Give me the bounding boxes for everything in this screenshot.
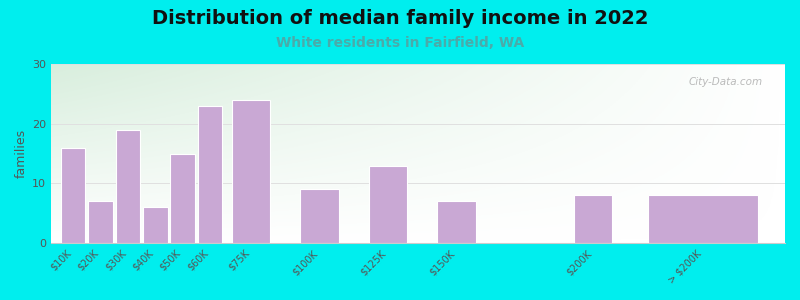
Bar (61, 148, 86, 243)
Bar (648, 195, 758, 243)
Bar (143, 207, 167, 243)
Bar (232, 100, 270, 243)
Bar (438, 201, 475, 243)
Text: White residents in Fairfield, WA: White residents in Fairfield, WA (276, 36, 524, 50)
Bar (300, 189, 338, 243)
Bar (170, 154, 195, 243)
Y-axis label: families: families (15, 129, 28, 178)
Bar (115, 130, 140, 243)
Bar (198, 106, 222, 243)
Bar (369, 166, 407, 243)
Text: Distribution of median family income in 2022: Distribution of median family income in … (152, 9, 648, 28)
Text: City-Data.com: City-Data.com (689, 76, 763, 86)
Bar (88, 201, 113, 243)
Bar (574, 195, 613, 243)
